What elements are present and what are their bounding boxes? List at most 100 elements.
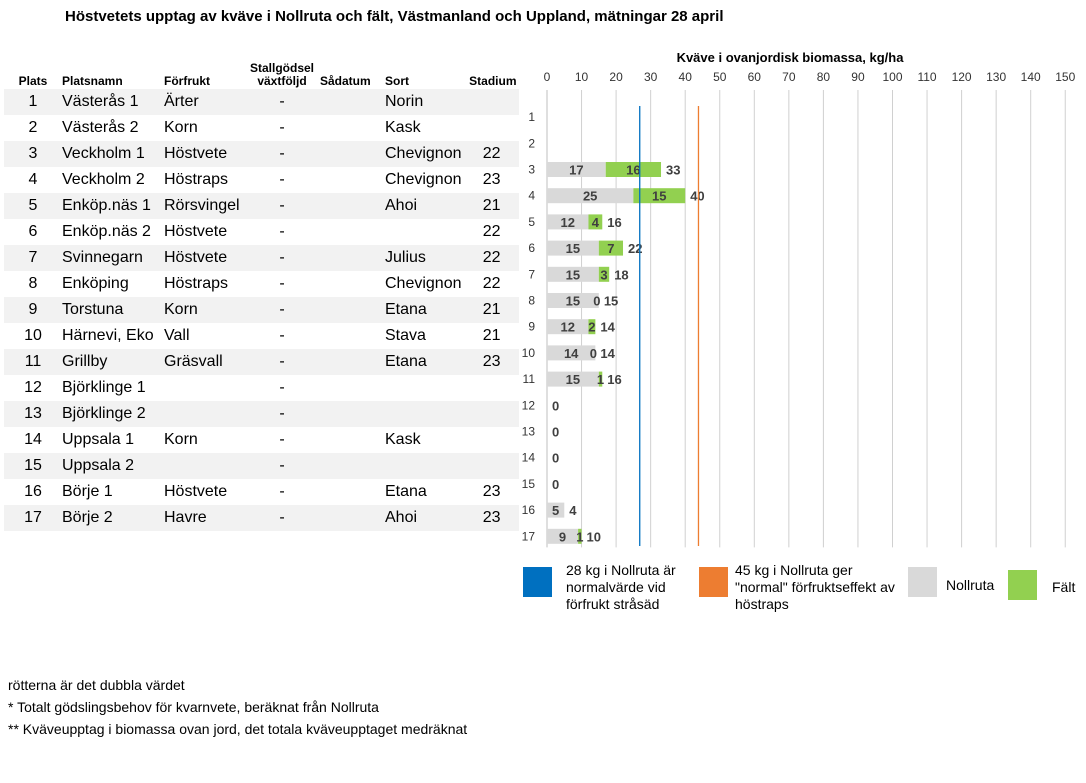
- data-label-falt: 15: [652, 189, 666, 204]
- page-title: Höstvetets upptag av kväve i Nollruta oc…: [65, 8, 724, 25]
- cell-platsnamn: Torstuna: [62, 297, 164, 323]
- y-category-label: 6: [528, 241, 535, 255]
- cell-stallgodsel: -: [244, 349, 320, 375]
- cell-stadium: [462, 427, 519, 453]
- x-tick-label: 70: [782, 70, 796, 84]
- data-label-falt: 1: [576, 529, 583, 544]
- data-label-total: 0: [552, 477, 559, 492]
- cell-sort: Kask: [385, 431, 421, 448]
- cell-stadium: 21: [461, 193, 519, 219]
- cell-stallgodsel: -: [279, 119, 285, 136]
- bar-nollruta: [547, 266, 599, 282]
- cell-stadium: [462, 115, 519, 141]
- nitrogen-bar-chart: 0 10 20 30 40 50 60 70 80 90 100 110 120 130 140 150123…: [522, 70, 1075, 548]
- table-row: 14 Uppsala 1 Korn - Kask: [4, 427, 519, 453]
- cell-plats: 10: [24, 327, 42, 344]
- cell-sadatum: [320, 245, 385, 271]
- cell-sadatum: [320, 349, 385, 375]
- cell-forfrukt: Höstvete: [164, 245, 244, 271]
- table-row: 9 Torstuna Korn - Etana 21: [4, 297, 519, 323]
- cell-sort: Etana: [385, 297, 462, 323]
- y-category-label: 13: [522, 425, 536, 439]
- data-label-falt: 4: [592, 215, 600, 230]
- bar-falt: [598, 371, 603, 387]
- cell-stadium: 21: [482, 327, 501, 344]
- data-label-total: 16: [607, 372, 621, 387]
- table-row: 3 Veckholm 1 Höstvete - Chevignon 22: [4, 141, 519, 167]
- cell-platsnamn: Enköp.näs 2: [62, 223, 151, 240]
- data-label-falt: 16: [626, 163, 640, 178]
- cell-platsnamn: Västerås 1: [62, 89, 164, 115]
- cell-forfrukt: Rörsvingel: [164, 193, 244, 219]
- bar-falt: [578, 528, 582, 544]
- cell-plats: 4: [28, 171, 38, 188]
- cell-stallgodsel: -: [279, 171, 285, 188]
- cell-stallgodsel: -: [279, 483, 285, 500]
- cell-sadatum: [320, 453, 385, 479]
- table-row: 2 Västerås 2 Korn - Kask: [4, 115, 519, 141]
- cell-sort: [385, 375, 462, 401]
- x-tick-label: 90: [851, 70, 865, 84]
- data-label-total: 18: [614, 267, 628, 282]
- table-row: 16 Börje 1 Höstvete - Etana 23: [4, 479, 519, 505]
- cell-forfrukt: [164, 401, 244, 427]
- bar-nollruta: [547, 502, 565, 518]
- cell-plats: 6: [28, 223, 38, 240]
- header-forfrukt: Förfrukt: [164, 74, 210, 88]
- x-tick-label: 30: [644, 70, 658, 84]
- y-category-label: 3: [528, 163, 535, 177]
- cell-forfrukt: Höstvete: [164, 141, 244, 167]
- cell-plats: 3: [4, 141, 62, 167]
- cell-plats: 9: [4, 297, 62, 323]
- x-tick-label: 80: [817, 70, 831, 84]
- data-label-total: 33: [666, 163, 680, 178]
- sites-table: Plats Platsnamn Förfrukt Stallgödsel växt…: [4, 62, 519, 531]
- data-label-total: 14: [600, 320, 615, 335]
- cell-forfrukt: [164, 453, 244, 479]
- header-stallgodsel-line1: Stallgödsel: [249, 61, 314, 75]
- x-tick-label: 10: [575, 70, 589, 84]
- cell-sadatum: [320, 375, 385, 401]
- data-label-falt: 7: [607, 241, 614, 256]
- cell-stallgodsel: -: [244, 297, 320, 323]
- cell-stallgodsel: -: [244, 453, 320, 479]
- cell-stadium: 23: [461, 505, 519, 531]
- cell-stallgodsel: -: [244, 505, 320, 531]
- data-label-total: 0: [552, 425, 559, 440]
- cell-stadium: [462, 375, 519, 401]
- bar-nollruta: [547, 293, 599, 308]
- cell-platsnamn: Veckholm 2: [62, 171, 145, 188]
- cell-platsnamn: Grillby: [62, 349, 164, 375]
- cell-sort: Chevignon: [385, 171, 462, 188]
- data-label-total: 15: [604, 294, 618, 309]
- cell-stadium: 23: [482, 171, 501, 188]
- data-label-total: 0: [552, 451, 559, 466]
- cell-stadium: 22: [482, 223, 501, 240]
- table-row: 4 Veckholm 2 Höstraps - Chevignon 23: [4, 167, 519, 193]
- y-category-label: 5: [528, 215, 535, 229]
- data-label-total: 22: [628, 241, 642, 256]
- cell-sort: Etana: [385, 349, 462, 375]
- cell-plats: 15: [4, 453, 62, 479]
- table-row: 8 Enköping Höstraps - Chevignon 22: [4, 271, 519, 297]
- cell-stallgodsel: -: [279, 379, 285, 396]
- y-category-label: 14: [522, 451, 536, 465]
- data-label-falt: 2: [588, 320, 595, 335]
- cell-stallgodsel: -: [279, 431, 285, 448]
- cell-sort: Kask: [385, 119, 421, 136]
- cell-plats: 2: [28, 119, 38, 136]
- cell-platsnamn: Härnevi, Eko: [62, 327, 154, 344]
- data-label-falt: 1: [597, 372, 604, 387]
- header-sadatum: Sådatum: [320, 74, 371, 88]
- bar-falt: [633, 188, 686, 204]
- cell-platsnamn: Enköping: [62, 275, 129, 292]
- legend-swatch-orange-line: [699, 567, 728, 597]
- cell-forfrukt: Höstraps: [164, 275, 229, 292]
- y-category-label: 4: [528, 189, 535, 203]
- data-label-nollruta: 15: [566, 241, 580, 256]
- cell-plats: 5: [4, 193, 62, 219]
- cell-sadatum: [320, 401, 385, 427]
- bar-nollruta: [547, 345, 596, 361]
- cell-stadium: [461, 89, 519, 115]
- y-category-label: 11: [523, 372, 536, 386]
